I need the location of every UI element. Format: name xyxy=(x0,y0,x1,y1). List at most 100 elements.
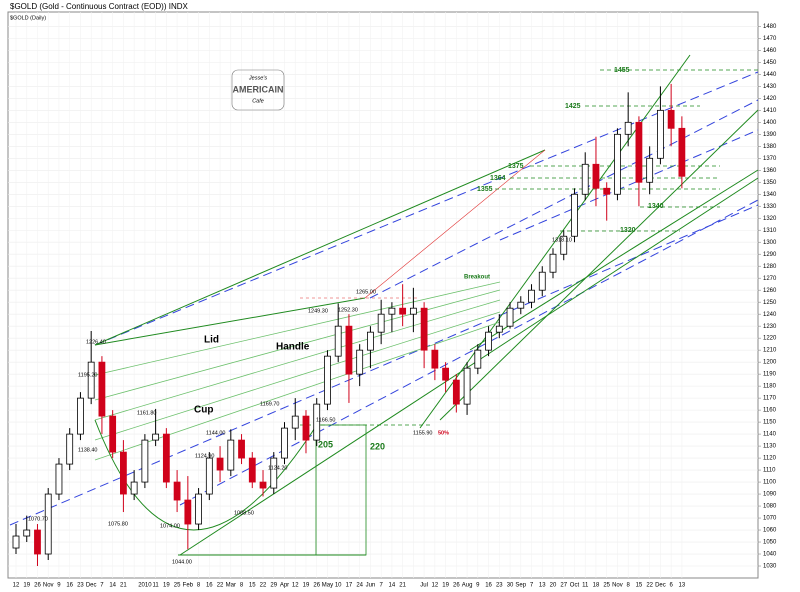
candle-body xyxy=(227,439,235,471)
cup-arc xyxy=(94,419,321,531)
y-tick-label: 1060 xyxy=(763,528,777,534)
trendline xyxy=(94,321,501,461)
x-tick-label: 21 xyxy=(399,583,406,589)
price-label: 1252.30 xyxy=(338,307,358,313)
y-tick-label: 1070 xyxy=(763,516,777,522)
x-tick-label: Dec xyxy=(655,583,666,589)
y-tick-label: 1050 xyxy=(763,540,777,546)
x-tick-label: 24 xyxy=(356,583,363,589)
candle-body xyxy=(130,481,138,495)
y-tick-label: 1040 xyxy=(763,552,777,558)
trendlines xyxy=(9,54,759,556)
candle-body xyxy=(431,349,439,369)
x-tick-label: 7 xyxy=(379,583,383,589)
y-tick-label: 1140 xyxy=(763,432,777,438)
x-tick-label: 26 xyxy=(34,583,41,589)
candle-body xyxy=(173,481,181,501)
y-tick-label: 1240 xyxy=(763,312,777,318)
candle-body xyxy=(538,271,546,291)
x-tick-label: 9 xyxy=(476,583,480,589)
candle-body xyxy=(259,481,267,489)
trendline xyxy=(364,149,546,299)
trendline xyxy=(419,54,691,429)
x-tick-label: 19 xyxy=(442,583,449,589)
price-label: 1226.40 xyxy=(86,339,106,345)
candle-body xyxy=(409,307,417,315)
y-tick-label: 1260 xyxy=(763,288,777,294)
candle-body xyxy=(184,499,192,525)
x-tick-label: 2010 xyxy=(138,583,152,589)
candle-body xyxy=(324,355,331,405)
logo-text: AMERICAIN xyxy=(233,84,284,94)
x-tick-label: 22 xyxy=(260,583,267,589)
x-tick-label: 16 xyxy=(206,583,213,589)
y-tick-label: 1230 xyxy=(763,324,777,330)
x-tick-label: 16 xyxy=(66,583,73,589)
candles xyxy=(12,83,686,567)
candle-body xyxy=(657,109,664,159)
trendline xyxy=(94,311,501,441)
candle-body xyxy=(44,493,52,555)
candle-body xyxy=(313,403,321,441)
y-tick-label: 1470 xyxy=(763,36,777,42)
y-tick-label: 1350 xyxy=(763,180,777,186)
x-tick-label: 13 xyxy=(539,583,546,589)
trendline xyxy=(179,199,759,506)
x-tick-label: Dec xyxy=(86,583,97,589)
candle-body xyxy=(463,367,471,405)
candle-body xyxy=(528,289,535,303)
candle-body xyxy=(517,301,525,309)
trendline xyxy=(499,129,759,241)
x-tick-label: 8 xyxy=(627,583,631,589)
candle-body xyxy=(238,439,245,459)
y-tick-label: 1400 xyxy=(763,120,777,126)
y-tick-label: 1460 xyxy=(763,48,777,54)
x-tick-label: Nov xyxy=(43,583,54,589)
candle-body xyxy=(646,157,654,183)
y-tick-label: 1110 xyxy=(763,468,776,474)
candle-body xyxy=(302,415,310,441)
x-tick-label: 29 xyxy=(270,583,277,589)
candle-body xyxy=(12,535,20,549)
candle-body xyxy=(195,493,202,525)
candle-body xyxy=(141,439,149,483)
y-tick-label: 1370 xyxy=(763,156,777,162)
level-label: 1340 xyxy=(648,203,664,210)
candle-body xyxy=(506,307,514,327)
candle-body xyxy=(356,349,364,375)
y-tick-label: 1100 xyxy=(763,480,777,486)
price-label: 1265.00 xyxy=(356,289,376,295)
trendline xyxy=(94,71,759,346)
y-tick-label: 1450 xyxy=(763,60,777,66)
price-label: 1249.30 xyxy=(308,308,328,314)
y-tick-label: 1220 xyxy=(763,336,777,342)
candle-body xyxy=(66,433,74,465)
y-tick-label: 1150 xyxy=(763,420,777,426)
candle-body xyxy=(581,163,589,195)
y-tick-label: 1030 xyxy=(763,564,777,570)
y-tick-label: 1320 xyxy=(763,216,777,222)
trendline xyxy=(469,169,759,351)
x-tick-label: 20 xyxy=(550,583,557,589)
candle-body xyxy=(442,367,450,381)
y-tick-label: 1310 xyxy=(763,228,777,234)
y-tick-label: 1430 xyxy=(763,84,777,90)
x-tick-label: 12 xyxy=(432,583,439,589)
x-tick-label: 12 xyxy=(13,583,20,589)
x-tick-label: 9 xyxy=(57,583,61,589)
trendline xyxy=(94,299,501,421)
logo: Jesse's AMERICAIN Cafe xyxy=(231,69,285,111)
x-tick-label: 7 xyxy=(100,583,104,589)
candle-body xyxy=(667,109,675,129)
y-tick-label: 1280 xyxy=(763,264,777,270)
x-tick-label: Oct xyxy=(570,583,580,589)
y-tick-label: 1080 xyxy=(763,504,777,510)
x-tick-label: 19 xyxy=(23,583,30,589)
x-tick-label: 13 xyxy=(679,583,686,589)
x-tick-label: 25 xyxy=(174,583,181,589)
level-label: 1375 xyxy=(508,163,524,170)
candle-body xyxy=(678,127,686,177)
y-tick-label: 1380 xyxy=(763,144,777,150)
x-tick-label: 17 xyxy=(346,583,353,589)
y-tick-label: 1420 xyxy=(763,96,777,102)
